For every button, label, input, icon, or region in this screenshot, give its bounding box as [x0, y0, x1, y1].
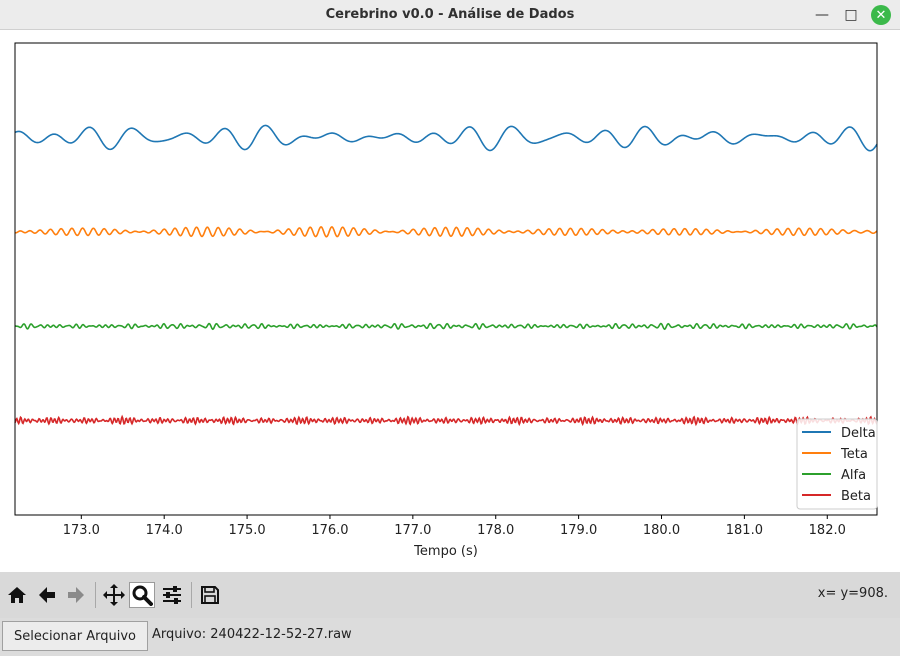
x-tick-label: 174.0	[146, 523, 183, 538]
toolbar-separator	[95, 582, 96, 608]
series-lines	[14, 124, 878, 427]
series-line-beta	[14, 414, 878, 427]
x-axis-label: Tempo (s)	[413, 544, 478, 559]
zoom-icon	[132, 585, 153, 606]
forward-arrow-icon	[68, 587, 84, 603]
pan-icon	[103, 584, 125, 606]
series-line-alfa	[14, 322, 878, 331]
legend-label-beta: Beta	[841, 489, 871, 504]
legend-label-alfa: Alfa	[841, 468, 866, 483]
configure-subplots-button[interactable]	[159, 582, 185, 608]
toolbar-separator	[191, 582, 192, 608]
axes-frame	[14, 42, 878, 516]
chart-svg: 173.0 174.0 175.0 176.0 177.0 178.0 179.0 180.0…	[14, 42, 878, 559]
title-bar: Cerebrino v0.0 - Análise de Dados — □ ✕	[0, 0, 900, 30]
close-button[interactable]: ✕	[871, 5, 891, 25]
cursor-coordinates: x= y=908.	[817, 586, 888, 601]
back-arrow-icon	[39, 587, 55, 603]
select-file-button[interactable]: Selecionar Arquivo	[2, 621, 148, 651]
figure-canvas[interactable]: 173.0 174.0 175.0 176.0 177.0 178.0 179.0 180.0…	[0, 30, 900, 572]
forward-button[interactable]	[63, 582, 89, 608]
save-button[interactable]	[197, 582, 223, 608]
x-tick-label: 178.0	[477, 523, 514, 538]
x-ticks: 173.0 174.0 175.0 176.0 177.0 178.0 179.0 180.0…	[63, 515, 846, 538]
legend-label-delta: Delta	[841, 426, 876, 441]
minimize-button[interactable]: —	[812, 5, 832, 25]
pan-button[interactable]	[101, 582, 127, 608]
zoom-button[interactable]	[129, 582, 155, 608]
close-icon: ✕	[875, 7, 887, 23]
x-tick-label: 182.0	[809, 523, 846, 538]
navigation-toolbar: x= y=908.	[0, 572, 900, 618]
x-tick-label: 179.0	[560, 523, 597, 538]
maximize-icon: □	[844, 7, 858, 23]
x-tick-label: 181.0	[726, 523, 763, 538]
bottom-bar: Selecionar Arquivo Arquivo: 240422-12-52…	[0, 618, 900, 656]
legend-box	[796, 418, 878, 510]
legend: Delta Teta Alfa Beta	[796, 418, 878, 510]
maximize-button[interactable]: □	[841, 5, 861, 25]
series-line-teta	[14, 225, 878, 238]
home-button[interactable]	[4, 582, 30, 608]
file-label: Arquivo: 240422-12-52-27.raw	[152, 627, 352, 642]
series-line-delta	[14, 124, 878, 152]
x-tick-label: 177.0	[394, 523, 431, 538]
legend-label-teta: Teta	[840, 447, 868, 462]
configure-subplots-icon	[163, 586, 181, 604]
x-tick-label: 176.0	[311, 523, 348, 538]
home-icon	[8, 587, 26, 603]
x-tick-label: 175.0	[228, 523, 265, 538]
save-icon	[201, 586, 219, 604]
x-tick-label: 180.0	[643, 523, 680, 538]
x-tick-label: 173.0	[63, 523, 100, 538]
minimize-icon: —	[815, 7, 829, 23]
window-title: Cerebrino v0.0 - Análise de Dados	[325, 7, 575, 22]
back-button[interactable]	[34, 582, 60, 608]
